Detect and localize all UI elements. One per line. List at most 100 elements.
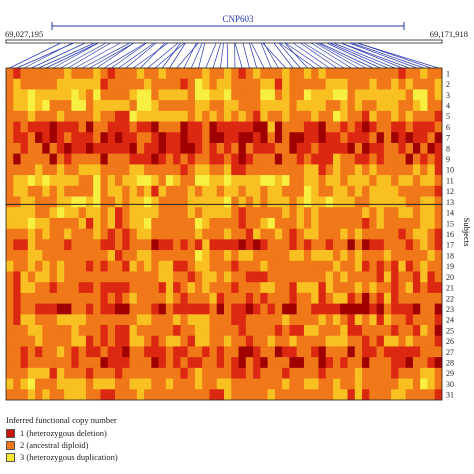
heatmap-cell xyxy=(194,367,203,379)
heatmap-cell xyxy=(383,175,392,187)
heatmap-cell xyxy=(35,68,43,80)
heatmap-cell xyxy=(289,196,297,208)
heatmap-cell xyxy=(274,142,283,154)
heatmap-cell xyxy=(245,303,254,315)
heatmap-cell xyxy=(35,389,43,401)
heatmap-cell xyxy=(42,142,50,154)
heatmap-cell xyxy=(144,207,152,219)
heatmap-cell xyxy=(420,142,428,154)
heatmap-cell xyxy=(347,228,356,240)
heatmap-cell xyxy=(6,367,14,379)
heatmap-cell xyxy=(180,346,188,358)
heatmap-cell xyxy=(412,89,421,101)
heatmap-cell xyxy=(194,164,203,176)
heatmap-cell xyxy=(100,175,109,187)
heatmap-cell xyxy=(347,346,356,358)
heatmap-cell xyxy=(49,185,58,197)
heatmap-cell xyxy=(42,121,50,133)
heatmap-cell xyxy=(100,282,109,294)
heatmap-cell xyxy=(325,164,334,176)
heatmap-cell xyxy=(282,175,290,187)
heatmap-cell xyxy=(333,185,341,197)
heatmap-cell xyxy=(231,314,239,326)
heatmap-cell xyxy=(49,260,58,272)
heatmap-cell xyxy=(340,164,348,176)
heatmap-cell xyxy=(35,335,43,347)
heatmap-cell xyxy=(202,335,210,347)
heatmap-cell xyxy=(238,68,247,80)
marker-connector xyxy=(53,42,99,69)
heatmap-cell xyxy=(318,207,327,219)
legend-swatch-deletion xyxy=(6,428,15,438)
heatmap-cell xyxy=(35,153,43,165)
heatmap-cell xyxy=(56,378,65,390)
heatmap-cell xyxy=(253,196,261,208)
heatmap-cell xyxy=(115,132,123,144)
heatmap-cell xyxy=(434,335,443,347)
heatmap-cell xyxy=(194,271,203,283)
heatmap-cell xyxy=(434,389,443,401)
heatmap-cell xyxy=(260,100,268,112)
heatmap-cell xyxy=(27,217,36,229)
heatmap-cell xyxy=(391,357,399,369)
heatmap-cell xyxy=(434,132,443,144)
heatmap-cell xyxy=(173,164,181,176)
heatmap-cell xyxy=(412,367,421,379)
heatmap-cell xyxy=(64,303,72,315)
heatmap-cell xyxy=(100,217,109,229)
heatmap-cell xyxy=(136,207,145,219)
heatmap-cell xyxy=(434,282,443,294)
heatmap-cell xyxy=(64,367,72,379)
heatmap-cell xyxy=(20,367,29,379)
heatmap-cell xyxy=(107,110,116,122)
heatmap-cell xyxy=(173,282,181,294)
heatmap-cell xyxy=(398,217,406,229)
heatmap-cell xyxy=(311,239,319,251)
heatmap-cell xyxy=(434,89,443,101)
heatmap-cell xyxy=(282,132,290,144)
heatmap-cell xyxy=(56,100,65,112)
heatmap-cell xyxy=(427,217,436,229)
heatmap-cell xyxy=(209,314,218,326)
heatmap-cell xyxy=(71,271,79,283)
heatmap-cell xyxy=(369,142,377,154)
heatmap-cell xyxy=(369,346,377,358)
heatmap-cell xyxy=(340,389,348,401)
heatmap-cell xyxy=(78,314,87,326)
heatmap-cell xyxy=(49,292,58,304)
heatmap-cell xyxy=(158,389,167,401)
heatmap-cell xyxy=(49,378,58,390)
heatmap-cell xyxy=(260,153,268,165)
heatmap-cell xyxy=(303,314,312,326)
heatmap-cell xyxy=(107,228,116,240)
heatmap-cell xyxy=(20,378,29,390)
start-position-label: 69,027,195 xyxy=(5,29,43,39)
heatmap-cell xyxy=(93,228,101,240)
heatmap-cell xyxy=(194,185,203,197)
heatmap-cell xyxy=(318,314,327,326)
heatmap-cell xyxy=(253,325,261,337)
heatmap-cell xyxy=(412,110,421,122)
heatmap-cell xyxy=(303,239,312,251)
heatmap-cell xyxy=(78,378,87,390)
heatmap-cell xyxy=(267,271,276,283)
heatmap-cell xyxy=(369,250,377,262)
heatmap-cell xyxy=(434,175,443,187)
heatmap-cell xyxy=(369,357,377,369)
heatmap-cell xyxy=(93,175,101,187)
heatmap-cell xyxy=(340,250,348,262)
heatmap-cell xyxy=(398,271,406,283)
heatmap-cell xyxy=(71,292,79,304)
legend-title: Inferred functional copy number xyxy=(6,415,117,425)
heatmap-cell xyxy=(56,142,65,154)
heatmap-cell xyxy=(391,207,399,219)
heatmap-cell xyxy=(13,303,21,315)
heatmap-cell xyxy=(303,378,312,390)
heatmap-cell xyxy=(35,325,43,337)
heatmap-cell xyxy=(42,367,50,379)
heatmap-cell xyxy=(151,121,159,133)
marker-connector xyxy=(74,42,121,69)
heatmap-cell xyxy=(383,185,392,197)
heatmap-cell xyxy=(180,378,188,390)
heatmap-cell xyxy=(49,325,58,337)
